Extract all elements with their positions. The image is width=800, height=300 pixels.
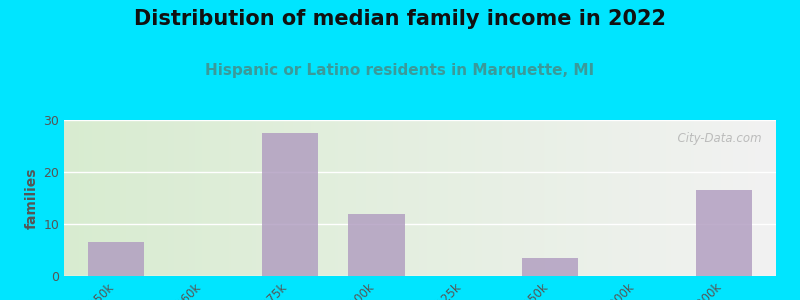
Text: Hispanic or Latino residents in Marquette, MI: Hispanic or Latino residents in Marquett… bbox=[206, 63, 594, 78]
Bar bbox=[696, 190, 752, 276]
Y-axis label: families: families bbox=[25, 167, 39, 229]
Bar bbox=[88, 242, 144, 276]
Bar bbox=[522, 258, 578, 276]
Text: Distribution of median family income in 2022: Distribution of median family income in … bbox=[134, 9, 666, 29]
Bar bbox=[348, 214, 405, 276]
Text: City-Data.com: City-Data.com bbox=[670, 133, 762, 146]
Bar bbox=[262, 133, 318, 276]
